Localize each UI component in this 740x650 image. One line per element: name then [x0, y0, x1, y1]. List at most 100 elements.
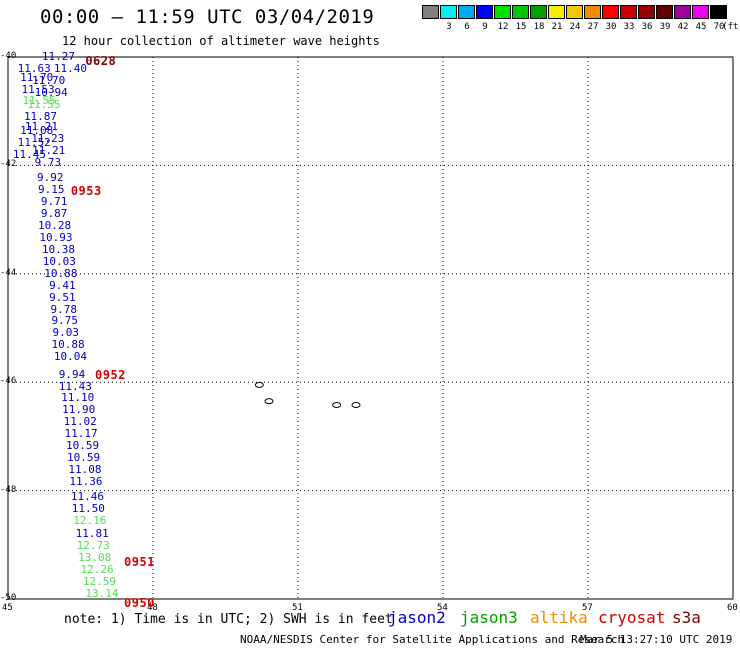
wave-height-value: 11.36	[69, 474, 103, 488]
scale-swatch	[512, 5, 529, 19]
wave-height-value: 11.40	[53, 61, 88, 75]
wave-height-value: 10.04	[53, 350, 88, 364]
scale-swatch	[548, 5, 565, 19]
wave-height-value: 9.73	[34, 156, 62, 170]
wave-height-value: 11.17	[64, 427, 98, 441]
scale-swatch	[422, 5, 439, 19]
island-outline	[351, 401, 361, 408]
scale-tick-label: 42	[677, 22, 689, 32]
scale-tick-label: 27	[587, 22, 599, 32]
scale-swatch	[638, 5, 655, 19]
wave-height-value: 10.59	[66, 451, 101, 465]
island-outline	[254, 381, 264, 388]
wave-height-value: 9.03	[52, 326, 79, 340]
lat-tick-label: -50	[0, 593, 17, 603]
wave-height-value: 10.59	[66, 439, 100, 453]
scale-swatch	[656, 5, 673, 19]
wave-height-value: 9.75	[51, 314, 79, 328]
wave-height-value: 9.94	[58, 367, 86, 381]
wave-height-value: 11.52	[17, 135, 51, 149]
satellite-legend-item: jason2	[388, 608, 446, 627]
wave-height-value: 11.08	[68, 463, 102, 476]
lon-tick-label: 51	[292, 603, 303, 613]
wave-height-value: 11.21	[32, 144, 66, 158]
wave-height-value: 13.08	[78, 550, 112, 564]
scale-tick-label: 24	[569, 22, 581, 32]
wave-height-value: 9.15	[37, 183, 65, 197]
wave-height-value: 11.27	[41, 50, 75, 63]
wave-height-value: 11.90	[62, 403, 96, 417]
wave-height-value: 11.21	[24, 120, 59, 134]
wave-height-value: 11.70	[32, 73, 66, 87]
scale-tick-label: 6	[464, 22, 470, 32]
scale-swatch	[710, 5, 727, 19]
wave-height-value: 9.92	[37, 171, 64, 185]
wave-height-value: 10.28	[37, 219, 72, 233]
lat-tick-label: -48	[0, 484, 17, 495]
lat-tick-label: -44	[0, 267, 17, 278]
scale-swatch	[692, 5, 709, 19]
wave-height-value: 11.02	[63, 415, 97, 429]
pass-time-label: 0953	[70, 183, 102, 198]
footer-credit: NOAA/NESDIS Center for Satellite Applica…	[240, 633, 625, 646]
wave-height-value: 11.63	[17, 61, 51, 75]
lon-tick-label: 48	[147, 603, 158, 613]
satellite-legend-item: altika	[530, 608, 588, 627]
wave-height-value: 12.26	[80, 562, 114, 576]
scale-tick-label: 36	[641, 22, 653, 32]
scale-swatch	[494, 5, 511, 19]
wave-height-value: 11.43	[58, 379, 92, 393]
map-frame	[7, 56, 734, 600]
scale-tick-label: 33	[623, 22, 635, 32]
wave-height-value: 10.88	[51, 338, 85, 352]
wave-height-value: 10.88	[44, 266, 78, 280]
lon-tick-label: 54	[437, 603, 448, 613]
wave-height-value: 13.14	[85, 586, 119, 600]
wave-height-value: 11.46	[70, 490, 104, 504]
scale-swatch	[476, 5, 493, 19]
scale-tick-label: 9	[482, 22, 488, 32]
scale-tick-label: 45	[695, 22, 707, 32]
scale-tick-label: 12	[497, 22, 509, 32]
wave-height-value: 9.71	[40, 195, 68, 209]
page-title: 00:00 – 11:59 UTC 03/04/2019	[40, 6, 375, 28]
wave-height-value: 10.38	[41, 242, 75, 256]
scale-tick-label: 39	[659, 22, 671, 32]
island-outline	[264, 398, 274, 405]
wave-height-value: 9.51	[49, 290, 76, 304]
satellite-legend-item: cryosat	[598, 608, 666, 627]
scale-unit: (ft)	[722, 22, 740, 32]
generation-timestamp: Mar 5 13:27:10 UTC 2019	[580, 633, 733, 646]
scale-swatch	[602, 5, 619, 19]
scale-tick-label: 70	[713, 22, 725, 32]
wave-height-value: 11.70	[20, 70, 54, 84]
pass-time-label: 0951	[124, 555, 155, 570]
scale-swatch	[440, 5, 457, 19]
wave-height-value: 11.23	[31, 132, 65, 146]
scale-tick-label: 3	[446, 22, 452, 32]
lat-tick-label: -46	[0, 376, 17, 387]
wave-height-value: 12.16	[73, 513, 107, 527]
wave-height-value: 10.94	[34, 85, 68, 99]
wave-height-value: 9.78	[50, 302, 78, 316]
scale-swatch	[674, 5, 691, 19]
wave-height-value: 10.03	[42, 254, 76, 268]
pass-time-label: 0628	[85, 53, 117, 68]
pass-time-label: 0950	[124, 595, 155, 610]
wave-height-value: 11.45	[12, 147, 46, 161]
wave-height-value: 11.55	[27, 97, 61, 111]
wave-height-value: 11.08	[20, 123, 54, 137]
wave-height-value: 9.87	[40, 207, 68, 221]
scale-tick-label: 15	[515, 22, 527, 32]
wave-height-value: 11.81	[75, 526, 109, 540]
island-outline	[332, 401, 342, 408]
lon-tick-label: 60	[727, 603, 738, 613]
scale-swatch	[584, 5, 601, 19]
lon-tick-label: 45	[2, 603, 13, 613]
wave-height-value: 11.55	[22, 94, 56, 108]
wave-height-value: 10.93	[39, 231, 73, 245]
wave-height-value: 12.73	[76, 538, 110, 552]
lat-tick-label: -42	[0, 159, 17, 170]
scale-swatch	[620, 5, 637, 19]
